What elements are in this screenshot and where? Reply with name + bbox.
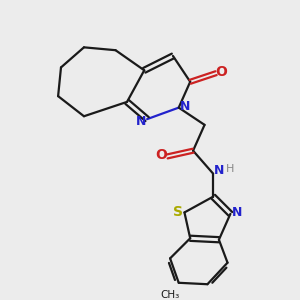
Text: O: O <box>155 148 167 162</box>
Text: N: N <box>232 206 242 219</box>
Text: CH₃: CH₃ <box>160 290 180 300</box>
Text: O: O <box>215 65 227 79</box>
Text: N: N <box>214 164 224 177</box>
Text: S: S <box>173 206 183 219</box>
Text: N: N <box>136 115 146 128</box>
Text: N: N <box>180 100 190 113</box>
Text: H: H <box>226 164 235 174</box>
